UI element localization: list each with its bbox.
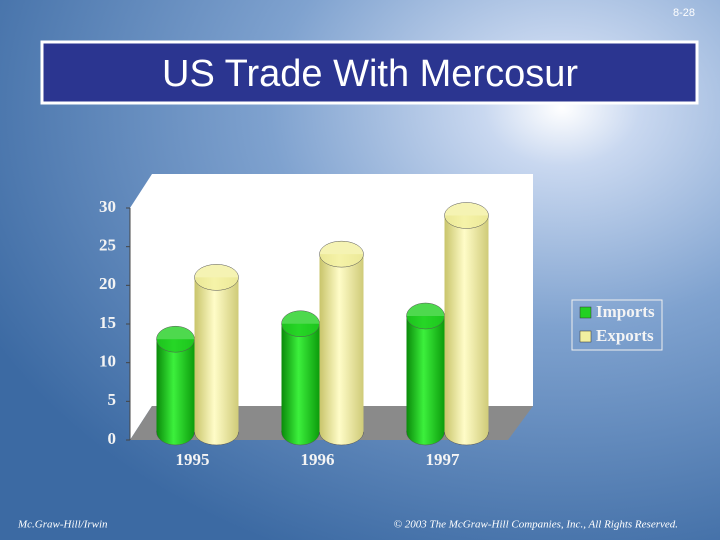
footer-right: © 2003 The McGraw-Hill Companies, Inc., … [394, 519, 678, 531]
legend-box [571, 299, 663, 351]
cylinder-part [406, 302, 445, 330]
cylinder [406, 302, 445, 446]
x-tick-label: 1996 [301, 450, 335, 469]
x-tick-label: 1997 [426, 450, 461, 469]
y-tick-label: 25 [99, 236, 116, 255]
cylinder [281, 310, 320, 446]
x-tick-label: 1995 [176, 450, 210, 469]
y-tick-label: 0 [108, 429, 117, 448]
cylinder-part [406, 316, 445, 432]
y-tick-label: 20 [99, 274, 116, 293]
cylinder-part [281, 310, 320, 337]
title-box [40, 40, 699, 105]
side-wall [130, 174, 152, 440]
cylinder-part [194, 264, 239, 291]
cylinder-part [281, 323, 320, 432]
cylinder [194, 264, 239, 446]
footer-left: Mc.Graw-Hill/Irwin [17, 519, 108, 531]
legend-swatch [579, 330, 592, 343]
cylinder [444, 202, 489, 446]
y-tick-label: 30 [99, 197, 116, 216]
cylinder [156, 325, 195, 446]
cylinder [319, 240, 364, 446]
legend-swatch [579, 306, 592, 319]
cylinder-part [444, 202, 489, 229]
y-tick-label: 15 [99, 313, 116, 332]
cylinder-part [194, 277, 239, 432]
cylinder-part [156, 339, 195, 432]
slide-number: 8-28 [673, 7, 695, 19]
y-tick-label: 10 [99, 352, 116, 371]
cylinder-part [319, 254, 364, 432]
legend-label: Exports [596, 326, 654, 345]
y-tick-label: 5 [108, 390, 117, 409]
cylinder-part [156, 325, 195, 353]
cylinder-part [444, 215, 489, 432]
legend-label: Imports [596, 302, 655, 321]
cylinder-part [319, 240, 364, 268]
chart-title: US Trade With Mercosur [162, 53, 578, 95]
